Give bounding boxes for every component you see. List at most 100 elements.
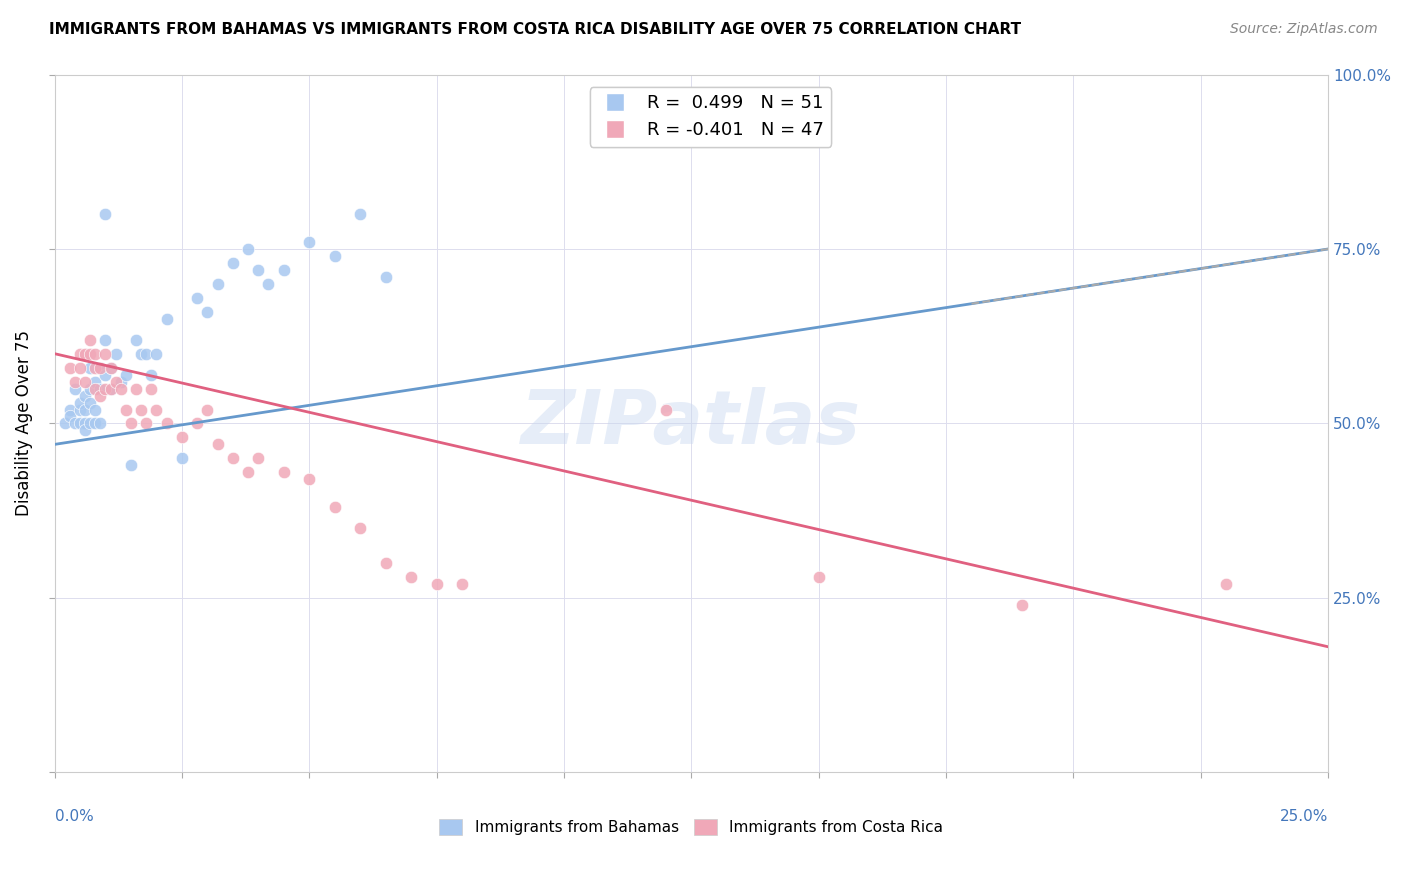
Text: ZIPatlas: ZIPatlas bbox=[522, 387, 862, 460]
Point bbox=[59, 402, 82, 417]
Point bbox=[135, 417, 157, 431]
Point bbox=[63, 417, 86, 431]
Point bbox=[100, 382, 122, 396]
Point bbox=[273, 263, 295, 277]
Point bbox=[236, 465, 259, 479]
Point bbox=[451, 577, 474, 591]
Text: Source: ZipAtlas.com: Source: ZipAtlas.com bbox=[1230, 22, 1378, 37]
Point bbox=[63, 382, 86, 396]
Point bbox=[120, 417, 142, 431]
Point bbox=[104, 375, 127, 389]
Point bbox=[79, 360, 101, 375]
Point bbox=[1011, 598, 1033, 612]
Point bbox=[120, 458, 142, 473]
Point bbox=[247, 263, 270, 277]
Point bbox=[186, 417, 208, 431]
Point bbox=[110, 375, 132, 389]
Point bbox=[125, 333, 148, 347]
Point bbox=[104, 346, 127, 360]
Text: IMMIGRANTS FROM BAHAMAS VS IMMIGRANTS FROM COSTA RICA DISABILITY AGE OVER 75 COR: IMMIGRANTS FROM BAHAMAS VS IMMIGRANTS FR… bbox=[49, 22, 1021, 37]
Point bbox=[129, 346, 152, 360]
Point bbox=[323, 500, 346, 515]
Point bbox=[155, 311, 177, 326]
Text: 25.0%: 25.0% bbox=[1279, 809, 1329, 824]
Point bbox=[69, 360, 91, 375]
Point bbox=[75, 417, 97, 431]
Point bbox=[125, 382, 148, 396]
Point bbox=[129, 402, 152, 417]
Point bbox=[79, 395, 101, 409]
Point bbox=[89, 382, 111, 396]
Point bbox=[100, 382, 122, 396]
Point bbox=[298, 472, 321, 486]
Point bbox=[94, 346, 117, 360]
Point bbox=[186, 291, 208, 305]
Point bbox=[426, 577, 449, 591]
Point bbox=[84, 360, 107, 375]
Point bbox=[69, 417, 91, 431]
Point bbox=[59, 360, 82, 375]
Point bbox=[145, 346, 167, 360]
Point bbox=[59, 409, 82, 424]
Point bbox=[222, 256, 245, 270]
Point bbox=[655, 402, 678, 417]
Point bbox=[155, 417, 177, 431]
Point bbox=[84, 382, 107, 396]
Point bbox=[145, 402, 167, 417]
Point bbox=[94, 333, 117, 347]
Point bbox=[1215, 577, 1237, 591]
Point bbox=[115, 402, 138, 417]
Point bbox=[207, 277, 229, 291]
Point bbox=[222, 451, 245, 466]
Point bbox=[79, 417, 101, 431]
Point bbox=[170, 430, 193, 444]
Point bbox=[79, 382, 101, 396]
Point bbox=[75, 402, 97, 417]
Point bbox=[349, 207, 371, 221]
Point bbox=[374, 269, 396, 284]
Point bbox=[135, 346, 157, 360]
Point bbox=[94, 382, 117, 396]
Point bbox=[170, 451, 193, 466]
Point bbox=[94, 368, 117, 382]
Point bbox=[100, 360, 122, 375]
Text: 0.0%: 0.0% bbox=[55, 809, 93, 824]
Point bbox=[195, 402, 218, 417]
Y-axis label: Disability Age Over 75: Disability Age Over 75 bbox=[15, 330, 32, 516]
Point bbox=[75, 424, 97, 438]
Point bbox=[79, 346, 101, 360]
Point bbox=[75, 346, 97, 360]
Point bbox=[89, 417, 111, 431]
Point bbox=[69, 402, 91, 417]
Point bbox=[100, 360, 122, 375]
Point bbox=[374, 556, 396, 570]
Point bbox=[298, 235, 321, 249]
Point bbox=[75, 388, 97, 402]
Point bbox=[141, 382, 163, 396]
Point bbox=[75, 375, 97, 389]
Point bbox=[236, 242, 259, 256]
Point bbox=[69, 346, 91, 360]
Point bbox=[323, 249, 346, 263]
Point bbox=[195, 305, 218, 319]
Point bbox=[84, 346, 107, 360]
Point bbox=[79, 333, 101, 347]
Point bbox=[110, 382, 132, 396]
Point bbox=[84, 402, 107, 417]
Point bbox=[69, 395, 91, 409]
Point bbox=[141, 368, 163, 382]
Point bbox=[349, 521, 371, 535]
Point bbox=[247, 451, 270, 466]
Point bbox=[84, 417, 107, 431]
Point bbox=[89, 388, 111, 402]
Point bbox=[807, 570, 830, 584]
Point bbox=[273, 465, 295, 479]
Legend: R =  0.499   N = 51, R = -0.401   N = 47: R = 0.499 N = 51, R = -0.401 N = 47 bbox=[589, 87, 831, 146]
Point bbox=[53, 417, 76, 431]
Point bbox=[257, 277, 280, 291]
Point bbox=[399, 570, 422, 584]
Point bbox=[84, 375, 107, 389]
Point bbox=[115, 368, 138, 382]
Point bbox=[207, 437, 229, 451]
Point bbox=[63, 375, 86, 389]
